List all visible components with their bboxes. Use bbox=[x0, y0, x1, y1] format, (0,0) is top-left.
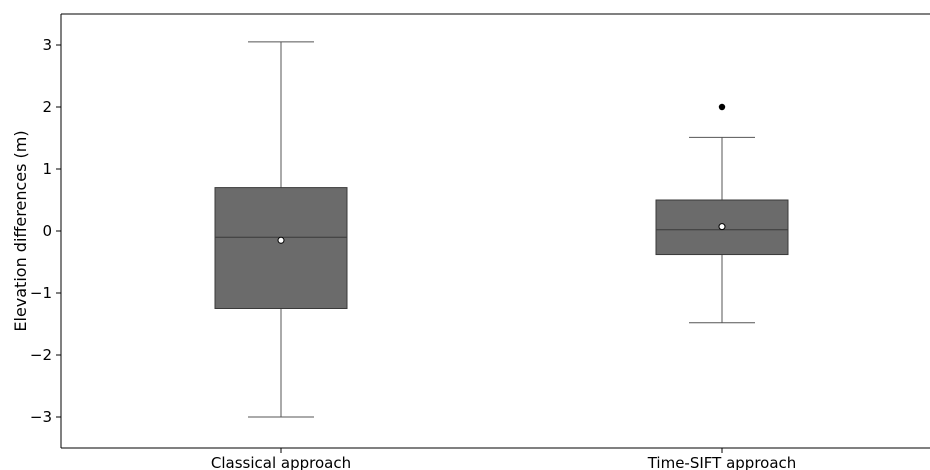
x-tick-label: Classical approach bbox=[211, 454, 351, 470]
axes-layer bbox=[60, 13, 930, 449]
y-tick-label: 3 bbox=[42, 36, 52, 54]
x-ticks: Classical approach Time-SIFT approach bbox=[211, 448, 796, 470]
y-tick-label: 0 bbox=[42, 222, 52, 240]
iqr-box bbox=[214, 187, 348, 310]
x-tick-label: Time-SIFT approach bbox=[647, 454, 797, 470]
y-tick-label: −3 bbox=[30, 408, 52, 426]
y-ticks: 3 2 1 0 −1 −2 −3 bbox=[30, 36, 61, 426]
iqr-box bbox=[655, 199, 789, 256]
outlier-point bbox=[718, 103, 726, 111]
y-tick-label: −2 bbox=[30, 346, 52, 364]
boxes-layer bbox=[214, 41, 789, 418]
mean-marker bbox=[718, 223, 726, 231]
y-tick-label: 2 bbox=[42, 98, 52, 116]
y-tick-label: −1 bbox=[30, 284, 52, 302]
y-axis-title: Elevation differences (m) bbox=[11, 130, 30, 331]
mean-marker bbox=[277, 236, 285, 244]
box-time-sift-approach bbox=[655, 103, 789, 324]
y-tick-label: 1 bbox=[42, 160, 52, 178]
box-classical-approach bbox=[214, 41, 348, 418]
